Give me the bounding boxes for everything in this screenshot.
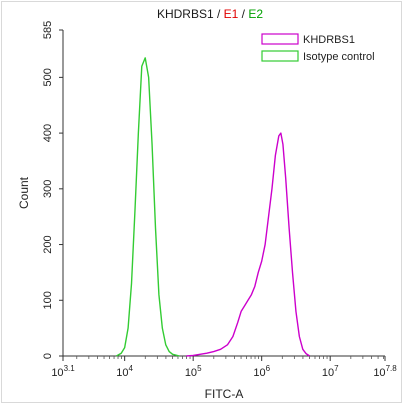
y-tick-label: 585 xyxy=(42,21,54,39)
svg-text:KHDRBS1 / E1 / E2: KHDRBS1 / E1 / E2 xyxy=(157,7,263,21)
y-tick-label: 300 xyxy=(42,180,54,198)
title-part: KHDRBS1 xyxy=(157,7,214,21)
y-tick-label: 500 xyxy=(42,68,54,86)
chart-frame xyxy=(1,1,402,403)
chart-title: KHDRBS1 / E1 / E2 xyxy=(157,7,263,21)
title-part: E2 xyxy=(248,7,263,21)
legend-label: KHDRBS1 xyxy=(303,34,355,46)
legend: KHDRBS1 Isotype control xyxy=(258,29,390,63)
y-axis-label: Count xyxy=(17,176,31,209)
legend-swatch xyxy=(261,33,299,45)
x-axis-label: FITC-A xyxy=(205,387,244,401)
series-line-khdrbs1 xyxy=(186,132,311,357)
title-part: E1 xyxy=(224,7,239,21)
y-tick-label: 400 xyxy=(42,124,54,142)
series-layer xyxy=(116,57,311,357)
legend-swatch xyxy=(261,50,299,62)
axes: 0 100 200 300 400 500 585 103.1 104 105 106 107 107.… xyxy=(42,21,397,379)
x-tick-label: 106 xyxy=(253,364,270,379)
y-tick-label: 0 xyxy=(42,353,54,359)
x-tick-label: 105 xyxy=(185,364,202,379)
title-part: / xyxy=(214,7,224,21)
x-tick-label: 104 xyxy=(116,364,133,379)
x-tick-label: 107 xyxy=(322,364,339,379)
title-part: / xyxy=(238,7,248,21)
legend-label: Isotype control xyxy=(303,51,375,63)
x-tick-label: 107.8 xyxy=(373,364,397,379)
x-tick-label: 103.1 xyxy=(51,364,75,379)
y-tick-label: 200 xyxy=(42,235,54,253)
series-line-isotype-control xyxy=(116,57,180,357)
y-tick-label: 100 xyxy=(42,291,54,309)
